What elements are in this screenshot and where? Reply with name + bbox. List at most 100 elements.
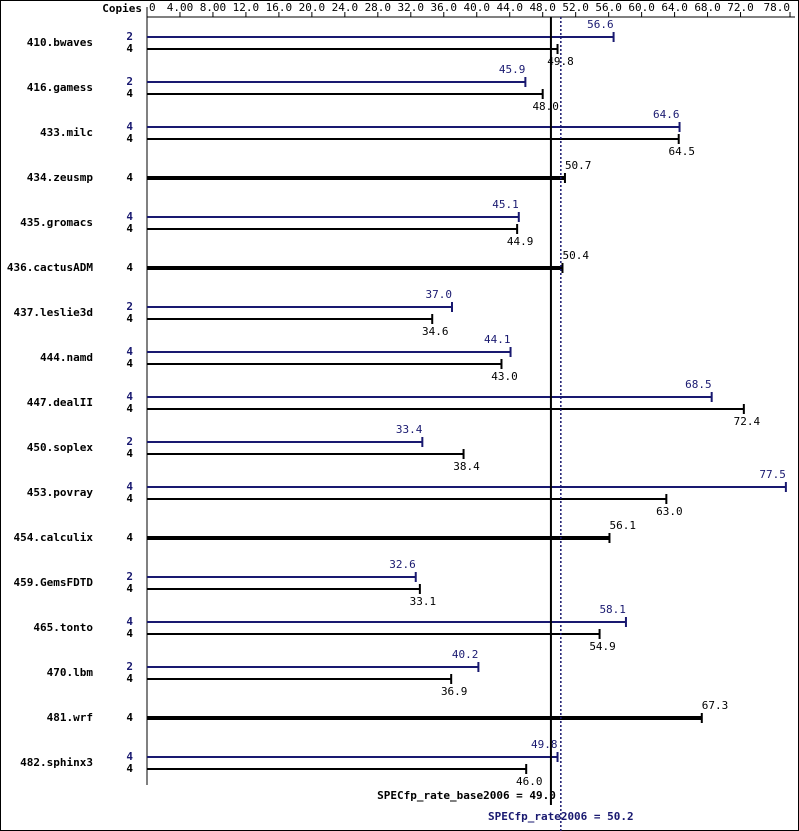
x-tick-label: 60.0 bbox=[628, 1, 655, 14]
value-label: 64.6 bbox=[653, 108, 680, 121]
x-tick-label: 16.0 bbox=[266, 1, 293, 14]
value-label: 36.9 bbox=[441, 685, 468, 698]
copies-label: 4 bbox=[126, 261, 133, 274]
x-tick-label: 36.0 bbox=[431, 1, 458, 14]
value-label: 63.0 bbox=[656, 505, 683, 518]
benchmark-label: 436.cactusADM bbox=[7, 261, 93, 274]
value-label: 44.1 bbox=[484, 333, 511, 346]
copies-label: 4 bbox=[126, 132, 133, 145]
copies-label: 4 bbox=[126, 492, 133, 505]
copies-label: 4 bbox=[126, 531, 133, 544]
benchmark-label: 444.namd bbox=[40, 351, 93, 364]
value-label: 46.0 bbox=[516, 775, 543, 788]
benchmark-label: 447.dealII bbox=[27, 396, 93, 409]
copies-label: 4 bbox=[126, 582, 133, 595]
benchmark-label: 450.soplex bbox=[27, 441, 94, 454]
copies-label: 2 bbox=[126, 300, 133, 313]
benchmark-label: 459.GemsFDTD bbox=[14, 576, 94, 589]
value-label: 67.3 bbox=[702, 699, 729, 712]
copies-label: 2 bbox=[126, 75, 133, 88]
benchmark-label: 482.sphinx3 bbox=[20, 756, 93, 769]
value-label: 45.1 bbox=[492, 198, 519, 211]
copies-label: 2 bbox=[126, 660, 133, 673]
value-label: 33.1 bbox=[410, 595, 437, 608]
value-label: 45.9 bbox=[499, 63, 526, 76]
benchmark-label: 435.gromacs bbox=[20, 216, 93, 229]
value-label: 64.5 bbox=[668, 145, 695, 158]
value-label: 49.8 bbox=[531, 738, 558, 751]
copies-label: 4 bbox=[126, 390, 133, 403]
value-label: 58.1 bbox=[599, 603, 626, 616]
value-label: 43.0 bbox=[491, 370, 518, 383]
copies-label: 2 bbox=[126, 30, 133, 43]
x-tick-label: 40.0 bbox=[463, 1, 490, 14]
value-label: 33.4 bbox=[396, 423, 423, 436]
value-label: 48.0 bbox=[532, 100, 559, 113]
value-label: 37.0 bbox=[426, 288, 453, 301]
copies-label: 4 bbox=[126, 120, 133, 133]
reference-label: SPECfp_rate_base2006 = 49.0 bbox=[377, 789, 556, 802]
copies-label: 4 bbox=[126, 672, 133, 685]
value-label: 40.2 bbox=[452, 648, 479, 661]
value-label: 56.1 bbox=[609, 519, 636, 532]
x-tick-label: 4.00 bbox=[167, 1, 194, 14]
benchmark-label: 465.tonto bbox=[33, 621, 93, 634]
copies-label: 4 bbox=[126, 357, 133, 370]
copies-label: 4 bbox=[126, 480, 133, 493]
benchmark-label: 454.calculix bbox=[14, 531, 94, 544]
value-label: 34.6 bbox=[422, 325, 449, 338]
value-label: 68.5 bbox=[685, 378, 712, 391]
value-label: 54.9 bbox=[589, 640, 616, 653]
copies-label: 4 bbox=[126, 750, 133, 763]
copies-label: 2 bbox=[126, 570, 133, 583]
copies-label: 4 bbox=[126, 447, 133, 460]
value-label: 50.7 bbox=[565, 159, 592, 172]
value-label: 50.4 bbox=[562, 249, 589, 262]
x-tick-label: 32.0 bbox=[398, 1, 425, 14]
x-tick-label: 28.0 bbox=[365, 1, 392, 14]
copies-label: 4 bbox=[126, 711, 133, 724]
copies-label: 4 bbox=[126, 345, 133, 358]
x-tick-label: 24.0 bbox=[332, 1, 359, 14]
benchmark-label: 437.leslie3d bbox=[14, 306, 93, 319]
value-label: 44.9 bbox=[507, 235, 534, 248]
x-tick-label: 56.0 bbox=[595, 1, 622, 14]
copies-label: 4 bbox=[126, 87, 133, 100]
copies-label: 4 bbox=[126, 762, 133, 775]
x-tick-label: 52.0 bbox=[562, 1, 589, 14]
x-tick-label: 12.0 bbox=[233, 1, 260, 14]
x-tick-label: 0 bbox=[149, 1, 156, 14]
copies-label: 4 bbox=[126, 627, 133, 640]
benchmark-label: 470.lbm bbox=[47, 666, 94, 679]
copies-label: 4 bbox=[126, 210, 133, 223]
value-label: 77.5 bbox=[759, 468, 786, 481]
x-tick-label: 68.0 bbox=[694, 1, 721, 14]
copies-label: 4 bbox=[126, 312, 133, 325]
x-tick-label: 48.0 bbox=[529, 1, 556, 14]
x-tick-label: 78.0 bbox=[764, 1, 791, 14]
value-label: 38.4 bbox=[453, 460, 480, 473]
copies-label: 2 bbox=[126, 435, 133, 448]
benchmark-label: 434.zeusmp bbox=[27, 171, 94, 184]
value-label: 72.4 bbox=[734, 415, 761, 428]
benchmark-label: 416.gamess bbox=[27, 81, 93, 94]
copies-label: 4 bbox=[126, 42, 133, 55]
copies-header: Copies bbox=[102, 2, 142, 15]
x-tick-label: 44.0 bbox=[496, 1, 523, 14]
x-tick-label: 72.0 bbox=[727, 1, 754, 14]
benchmark-label: 453.povray bbox=[27, 486, 94, 499]
x-tick-label: 8.00 bbox=[200, 1, 227, 14]
reference-label: SPECfp_rate2006 = 50.2 bbox=[488, 810, 634, 823]
x-tick-label: 64.0 bbox=[661, 1, 688, 14]
benchmark-label: 410.bwaves bbox=[27, 36, 93, 49]
copies-label: 4 bbox=[126, 402, 133, 415]
benchmark-label: 481.wrf bbox=[47, 711, 93, 724]
value-label: 32.6 bbox=[389, 558, 416, 571]
benchmark-label: 433.milc bbox=[40, 126, 93, 139]
value-label: 56.6 bbox=[587, 18, 614, 31]
copies-label: 4 bbox=[126, 171, 133, 184]
copies-label: 4 bbox=[126, 615, 133, 628]
x-tick-label: 20.0 bbox=[299, 1, 326, 14]
